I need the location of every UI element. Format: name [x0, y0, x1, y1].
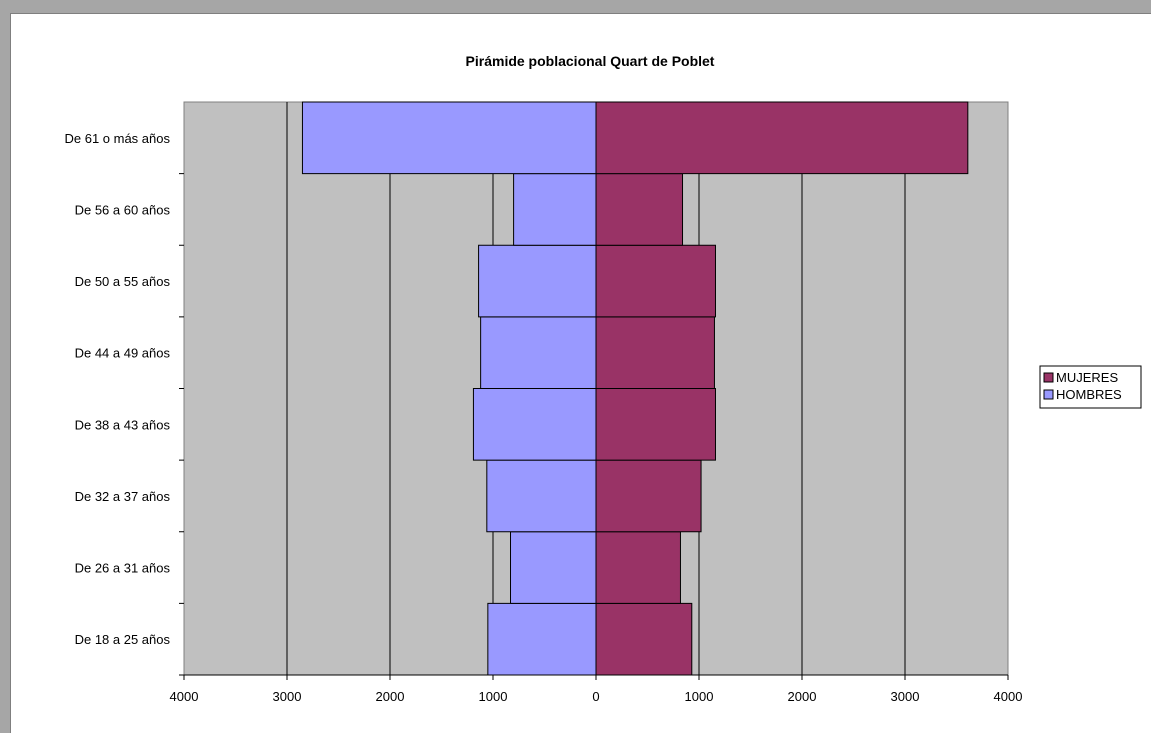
- bars: [301, 101, 969, 676]
- bar-mujeres-6: [595, 173, 684, 246]
- legend-swatch-hombres: [1043, 389, 1054, 400]
- bar-mujeres-3: [595, 388, 716, 461]
- legend-swatch-mujeres: [1043, 372, 1054, 383]
- x-tick-label: 3000: [273, 689, 302, 704]
- category-label: De 18 a 25 años: [75, 632, 171, 647]
- legend: MUJERES HOMBRES: [1039, 365, 1142, 409]
- category-label: De 61 o más años: [64, 131, 170, 146]
- category-label: De 26 a 31 años: [75, 561, 171, 576]
- bar-mujeres-1: [595, 531, 681, 604]
- bar-hombres-2: [486, 459, 597, 533]
- category-label: De 32 a 37 años: [75, 489, 171, 504]
- legend-label-hombres: HOMBRES: [1056, 387, 1122, 402]
- x-tick-label: 1000: [685, 689, 714, 704]
- x-tick-label: 2000: [788, 689, 817, 704]
- gridlines: [286, 102, 906, 675]
- bar-mujeres-7: [595, 101, 969, 175]
- category-label: De 38 a 43 años: [75, 417, 171, 432]
- legend-label-mujeres: MUJERES: [1056, 370, 1118, 385]
- x-tick-label: 1000: [479, 689, 508, 704]
- bar-hombres-0: [487, 602, 597, 676]
- bar-hombres-3: [472, 388, 597, 461]
- category-label: De 56 a 60 años: [75, 202, 171, 217]
- x-axis-tick-labels: 4000 3000 2000 1000 0 1000 2000 3000 4000: [170, 674, 1023, 704]
- x-tick-label: 2000: [376, 689, 405, 704]
- chart-title: Pirámide poblacional Quart de Poblet: [466, 53, 715, 69]
- legend-box: [1039, 365, 1142, 409]
- bar-hombres-4: [480, 316, 597, 389]
- bar-hombres-6: [513, 173, 597, 246]
- bar-mujeres-4: [595, 316, 715, 389]
- x-tick-label: 3000: [891, 689, 920, 704]
- x-tick-label: 4000: [994, 689, 1023, 704]
- bar-hombres-5: [478, 244, 597, 318]
- bar-mujeres-0: [595, 602, 693, 676]
- bar-hombres-7: [301, 101, 597, 175]
- x-tick-label: 4000: [170, 689, 199, 704]
- bar-mujeres-5: [595, 244, 716, 318]
- category-label: De 44 a 49 años: [75, 346, 171, 361]
- x-tick-label: 0: [592, 689, 599, 704]
- category-labels: De 18 a 25 años De 26 a 31 años De 32 a 37…: [64, 131, 184, 676]
- bar-hombres-1: [510, 531, 597, 604]
- category-label: De 50 a 55 años: [75, 274, 171, 289]
- bar-mujeres-2: [595, 459, 702, 533]
